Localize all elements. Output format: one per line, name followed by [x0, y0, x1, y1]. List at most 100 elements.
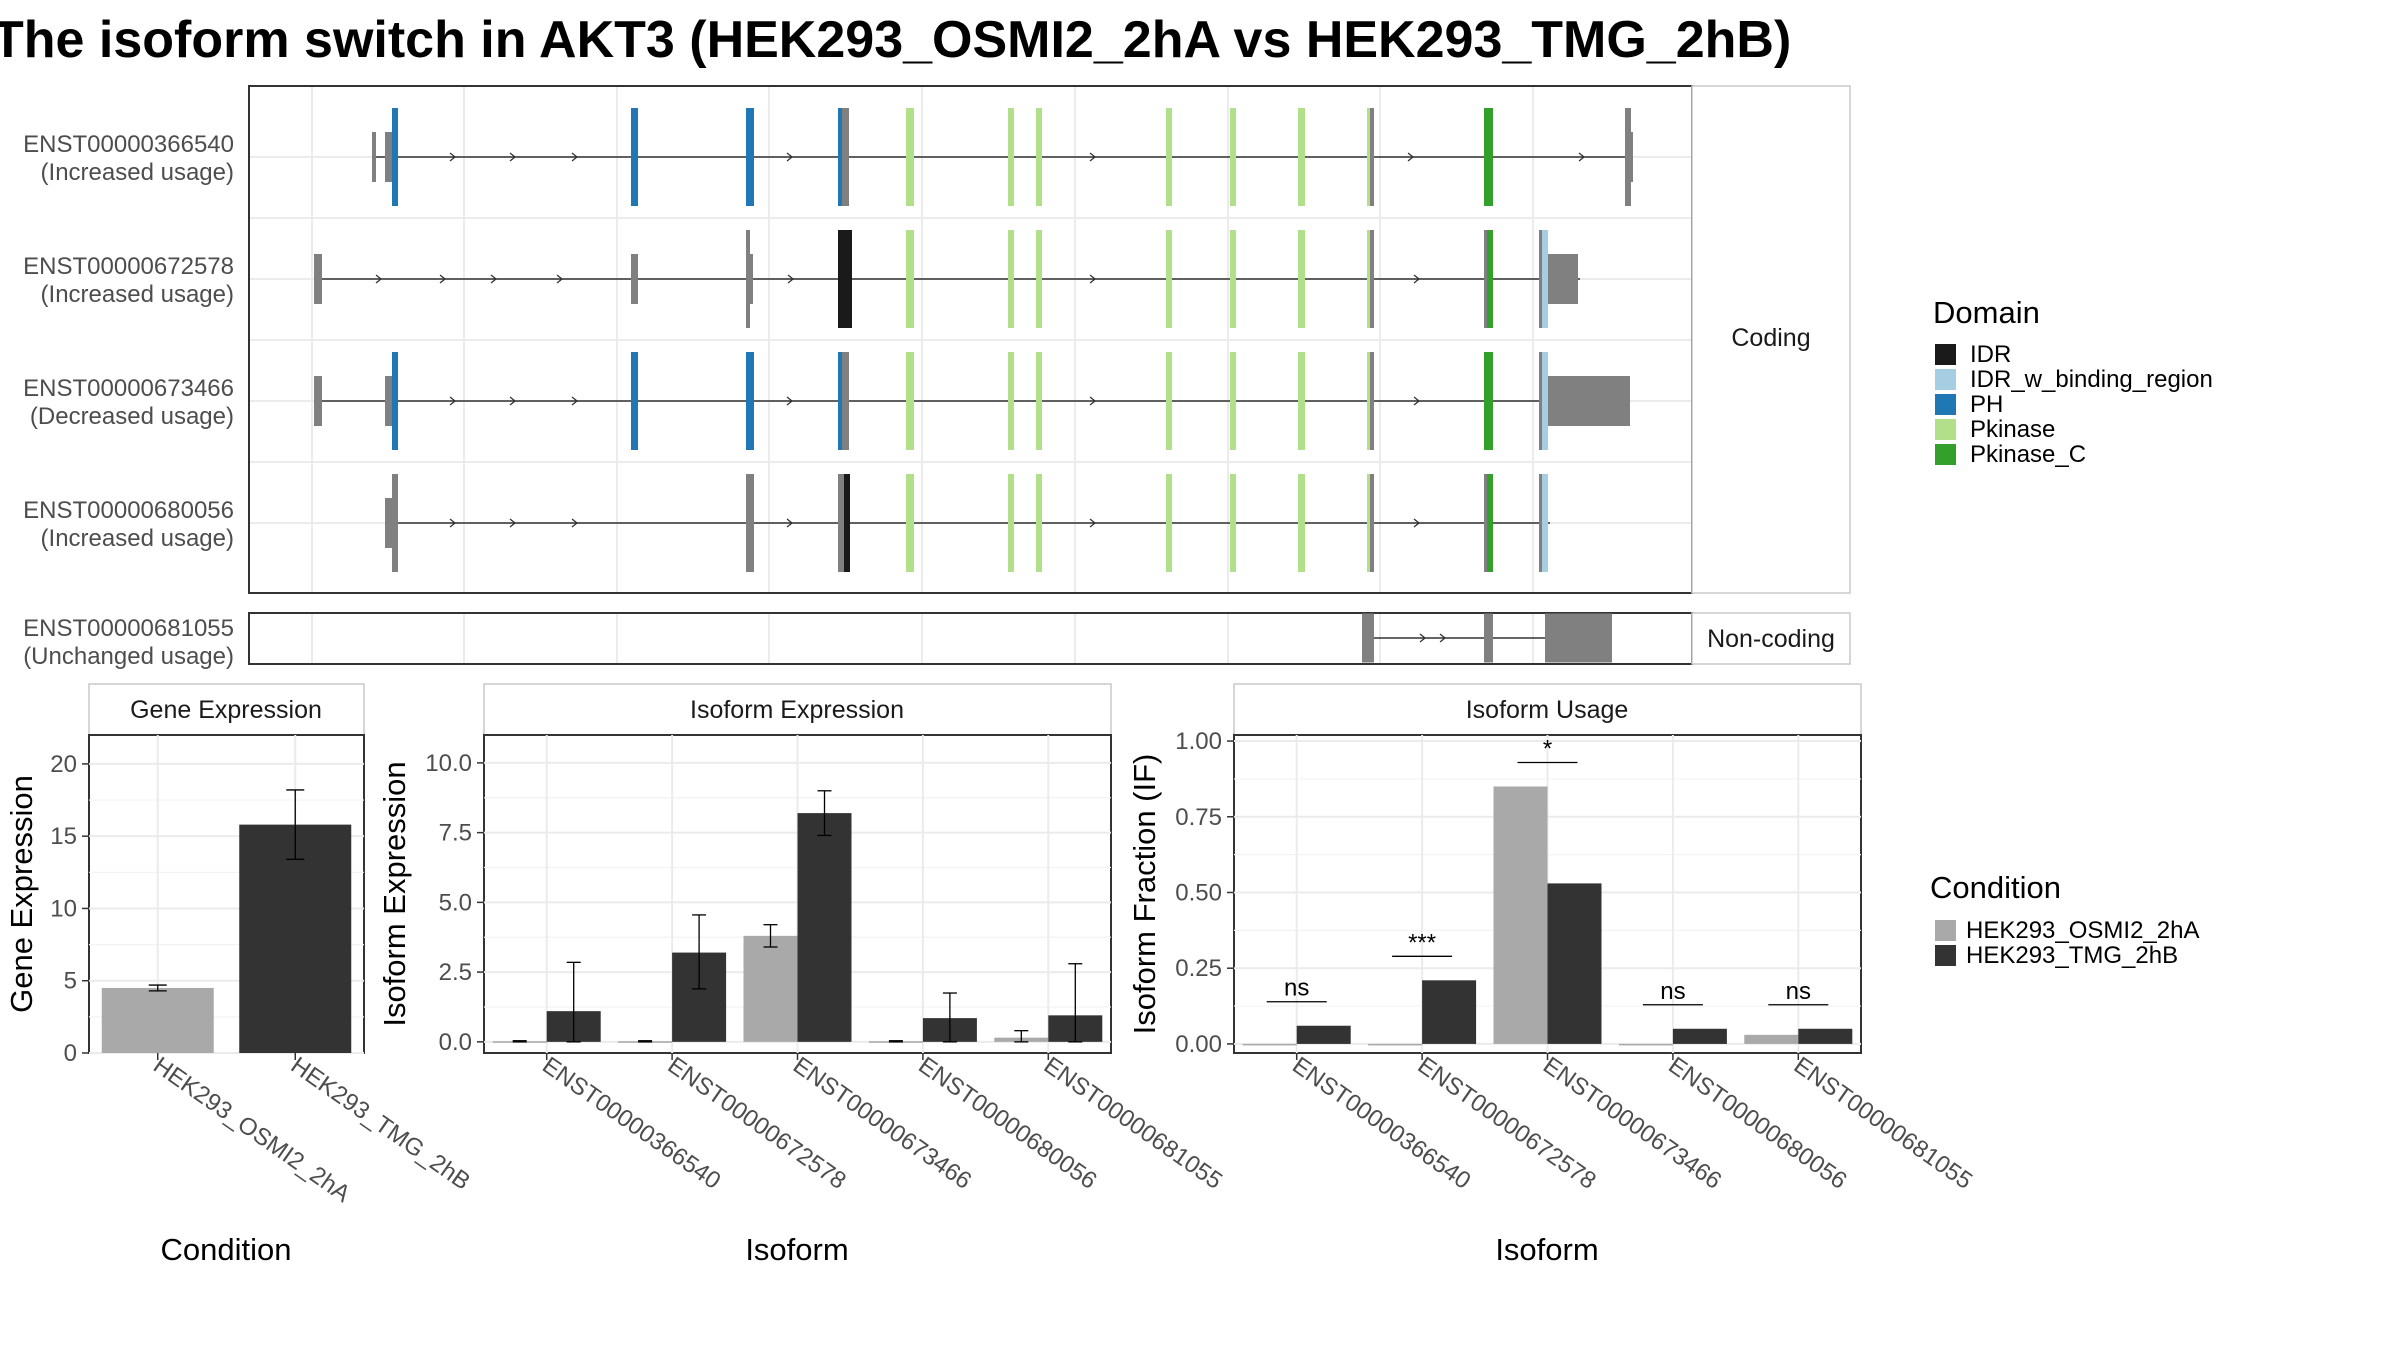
bar	[1493, 786, 1548, 1044]
exon-block	[392, 352, 398, 450]
usage-panel-title: Isoform Usage	[1466, 696, 1629, 724]
intron-direction-arrow	[375, 274, 383, 284]
exon-block	[1484, 613, 1493, 663]
legend-label-idr-binding: IDR_w_binding_region	[1970, 366, 2213, 393]
y-tick-label: 7.5	[439, 820, 472, 847]
y-tick-label: 0.0	[439, 1029, 472, 1056]
intron-direction-arrow	[1413, 396, 1421, 406]
exon-block	[1370, 108, 1374, 206]
iso-x-axis-title: Isoform	[745, 1232, 848, 1267]
bar	[1672, 1028, 1727, 1044]
y-tick-label: 20	[50, 751, 77, 778]
exon-block	[314, 254, 322, 304]
intron-direction-arrow	[509, 396, 517, 406]
exon-block	[1542, 474, 1548, 572]
intron-direction-arrow	[1407, 152, 1415, 162]
isoform-usage-chart: Isoform Usage Isoform Isoform Fraction (…	[1127, 683, 1977, 1267]
y-tick-label: 0.50	[1175, 879, 1222, 906]
exon-block	[1362, 613, 1374, 663]
bar	[239, 824, 352, 1053]
exon-block	[906, 230, 912, 328]
transcript-usage-label: (Increased usage)	[41, 525, 234, 552]
exon-block	[746, 352, 754, 450]
exon-block	[1230, 474, 1236, 572]
exon-block	[1298, 352, 1305, 450]
exon-block	[631, 352, 638, 450]
domain-legend-title: Domain	[1933, 295, 2040, 330]
legend-key-idr-binding	[1935, 369, 1956, 390]
exon-block	[1542, 230, 1548, 328]
exon-block	[1298, 108, 1305, 206]
exon-block	[1484, 108, 1493, 206]
exon-block	[838, 352, 842, 450]
intron-direction-arrow	[556, 274, 564, 284]
exon-block	[392, 474, 398, 572]
exon-block	[385, 498, 393, 548]
gene-y-axis-title: Gene Expression	[4, 775, 39, 1013]
exon-block	[1542, 352, 1548, 450]
transcript-tracks	[314, 108, 1633, 663]
legend-label-pkinase-c: Pkinase_C	[1970, 441, 2086, 468]
transcript-id-label: ENST00000672578	[23, 253, 234, 280]
exon-block	[838, 230, 852, 328]
exon-block	[906, 352, 912, 450]
exon-block	[1367, 474, 1370, 572]
domain-legend: Domain IDR IDR_w_binding_region PH Pkina…	[1933, 295, 2213, 468]
exon-block	[1487, 474, 1493, 572]
exon-block	[385, 376, 393, 426]
exon-block	[1367, 230, 1370, 328]
exon-block	[1166, 352, 1172, 450]
exon-block	[746, 474, 754, 572]
exon-block	[746, 230, 750, 328]
intron-direction-arrow	[490, 274, 498, 284]
exon-block	[1539, 474, 1542, 572]
exon-block	[746, 108, 754, 206]
transcript-usage-label: (Increased usage)	[41, 159, 234, 186]
legend-label-ph: PH	[1970, 391, 2003, 418]
intron-direction-arrow	[449, 518, 457, 528]
exon-block	[844, 474, 850, 572]
iso-y-axis-title: Isoform Expression	[377, 761, 412, 1026]
legend-label-idr: IDR	[1970, 341, 2011, 368]
significance-label: ns	[1786, 978, 1811, 1005]
intron-direction-arrow	[1089, 518, 1097, 528]
bar	[101, 987, 214, 1053]
noncoding-strip-label: Non-coding	[1707, 625, 1835, 653]
intron-direction-arrow	[1439, 633, 1447, 643]
exon-block	[1298, 230, 1305, 328]
exon-block	[1298, 474, 1305, 572]
exon-block	[1370, 230, 1374, 328]
y-tick-label: 0.25	[1175, 955, 1222, 982]
bar	[1547, 883, 1602, 1044]
y-tick-label: 10	[50, 895, 77, 922]
significance-label: ns	[1660, 978, 1685, 1005]
iso-panel-title: Isoform Expression	[690, 696, 904, 724]
intron-direction-arrow	[1413, 274, 1421, 284]
figure-title: The isoform switch in AKT3 (HEK293_OSMI2…	[0, 11, 1791, 69]
legend-key-pkinase-c	[1935, 444, 1956, 465]
y-tick-label: 0.75	[1175, 804, 1222, 831]
exon-block	[1036, 230, 1042, 328]
exon-block	[1036, 474, 1042, 572]
transcript-id-label: ENST00000366540	[23, 131, 234, 158]
exon-block	[1548, 376, 1630, 426]
exon-block	[906, 108, 912, 206]
usage-panel-strip	[1233, 683, 1862, 736]
y-tick-label: 0.00	[1175, 1031, 1222, 1058]
exon-block	[842, 352, 849, 450]
intron-direction-arrow	[509, 518, 517, 528]
exon-block	[1036, 108, 1042, 206]
exon-block	[372, 132, 376, 182]
intron-direction-arrow	[1413, 518, 1421, 528]
intron-direction-arrow	[786, 396, 794, 406]
transcript-id-label: ENST00000680056	[23, 497, 234, 524]
legend-key-idr	[1935, 344, 1956, 365]
exon-block	[1008, 474, 1014, 572]
intron-direction-arrow	[571, 518, 579, 528]
intron-direction-arrow	[787, 274, 795, 284]
y-tick-label: 5.0	[439, 889, 472, 916]
bar	[743, 935, 798, 1042]
bar	[1618, 1043, 1673, 1046]
exon-block	[631, 254, 638, 304]
bar	[1296, 1025, 1351, 1044]
